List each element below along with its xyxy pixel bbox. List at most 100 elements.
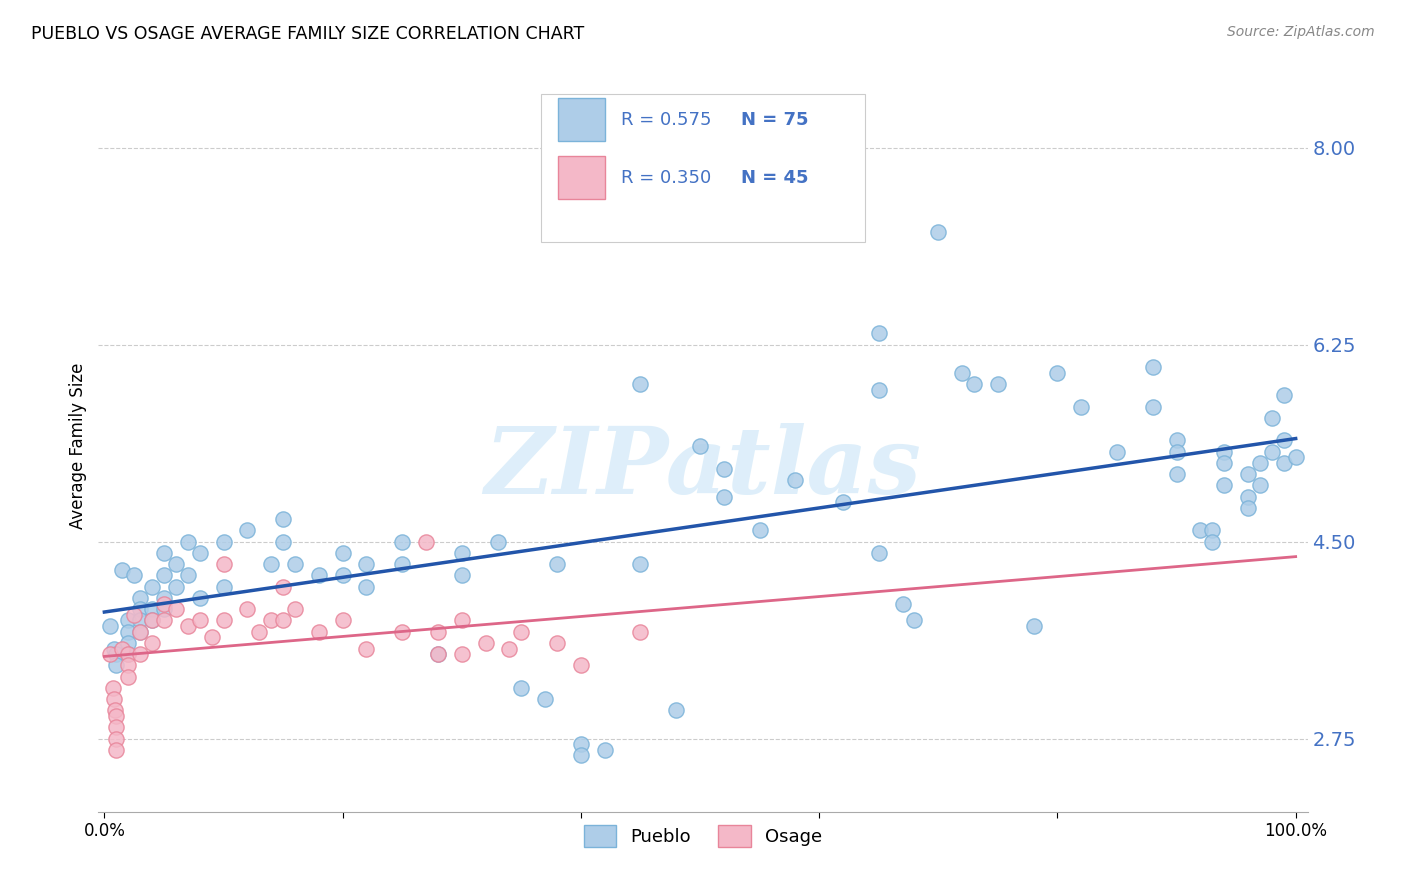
Point xyxy=(260,614,283,628)
Point xyxy=(284,602,307,616)
Point xyxy=(450,614,472,628)
Point xyxy=(129,624,152,639)
Point xyxy=(868,546,890,560)
Point xyxy=(122,568,145,582)
Point xyxy=(987,377,1010,392)
Point xyxy=(391,557,413,571)
Point xyxy=(284,557,307,571)
Point xyxy=(103,692,125,706)
Point xyxy=(630,624,652,639)
Point xyxy=(129,624,152,639)
Point xyxy=(212,614,235,628)
Point xyxy=(247,624,270,639)
Point xyxy=(117,658,139,673)
Point xyxy=(510,681,533,695)
Point xyxy=(1237,500,1260,515)
Point xyxy=(200,630,222,644)
Point xyxy=(832,495,855,509)
Point xyxy=(188,591,211,605)
Point xyxy=(104,703,127,717)
Point xyxy=(1166,444,1188,458)
Point xyxy=(153,568,176,582)
Point xyxy=(98,647,121,661)
Point xyxy=(569,737,592,751)
Point xyxy=(1261,410,1284,425)
Point xyxy=(103,641,125,656)
Point xyxy=(122,607,145,622)
Point xyxy=(426,624,449,639)
Point xyxy=(868,383,890,397)
Point xyxy=(141,602,163,616)
Point xyxy=(332,568,354,582)
Point xyxy=(1213,478,1236,492)
Point xyxy=(1142,400,1164,414)
Point xyxy=(665,703,688,717)
Point xyxy=(1213,444,1236,458)
Point xyxy=(1272,388,1295,402)
Point xyxy=(105,709,128,723)
Point xyxy=(212,534,235,549)
Point xyxy=(593,743,616,757)
Point xyxy=(105,720,128,734)
Point xyxy=(212,580,235,594)
Point xyxy=(1189,524,1212,538)
Point xyxy=(713,461,735,475)
Text: R = 0.575: R = 0.575 xyxy=(621,111,711,128)
Text: PUEBLO VS OSAGE AVERAGE FAMILY SIZE CORRELATION CHART: PUEBLO VS OSAGE AVERAGE FAMILY SIZE CORR… xyxy=(31,25,583,43)
Point xyxy=(117,614,139,628)
Point xyxy=(891,597,914,611)
Point xyxy=(260,557,283,571)
Point xyxy=(177,619,200,633)
Point xyxy=(474,636,496,650)
Point xyxy=(1237,490,1260,504)
Point xyxy=(332,546,354,560)
Point xyxy=(141,614,163,628)
Point xyxy=(141,614,163,628)
Point xyxy=(630,557,652,571)
Point xyxy=(868,326,890,341)
Y-axis label: Average Family Size: Average Family Size xyxy=(69,363,87,529)
Point xyxy=(117,624,139,639)
Point xyxy=(1272,456,1295,470)
Point xyxy=(177,534,200,549)
Point xyxy=(101,681,124,695)
Point xyxy=(927,225,949,239)
Point xyxy=(450,546,472,560)
Point xyxy=(141,580,163,594)
Point xyxy=(356,580,378,594)
Point xyxy=(308,568,330,582)
Point xyxy=(236,524,259,538)
Point xyxy=(534,692,557,706)
Point xyxy=(391,534,413,549)
Point xyxy=(1213,456,1236,470)
Point xyxy=(117,647,139,661)
Point xyxy=(177,568,200,582)
Point xyxy=(165,580,187,594)
Point xyxy=(415,534,437,549)
Point xyxy=(188,546,211,560)
Point xyxy=(546,636,568,650)
Point xyxy=(271,580,294,594)
Point xyxy=(450,568,472,582)
Text: N = 45: N = 45 xyxy=(741,169,808,186)
Point xyxy=(153,597,176,611)
Point xyxy=(212,557,235,571)
Legend: Pueblo, Osage: Pueblo, Osage xyxy=(576,817,830,854)
Point xyxy=(153,546,176,560)
Point xyxy=(1046,366,1069,380)
Point xyxy=(569,658,592,673)
Point xyxy=(546,557,568,571)
Text: Source: ZipAtlas.com: Source: ZipAtlas.com xyxy=(1227,25,1375,39)
Point xyxy=(1237,467,1260,482)
Point xyxy=(1272,434,1295,448)
Point xyxy=(450,647,472,661)
Point xyxy=(630,377,652,392)
Point xyxy=(153,602,176,616)
Text: ZIPatlas: ZIPatlas xyxy=(485,423,921,513)
Point xyxy=(117,670,139,684)
Point xyxy=(105,743,128,757)
Point xyxy=(117,647,139,661)
Point xyxy=(129,647,152,661)
Point xyxy=(271,614,294,628)
Point xyxy=(271,534,294,549)
